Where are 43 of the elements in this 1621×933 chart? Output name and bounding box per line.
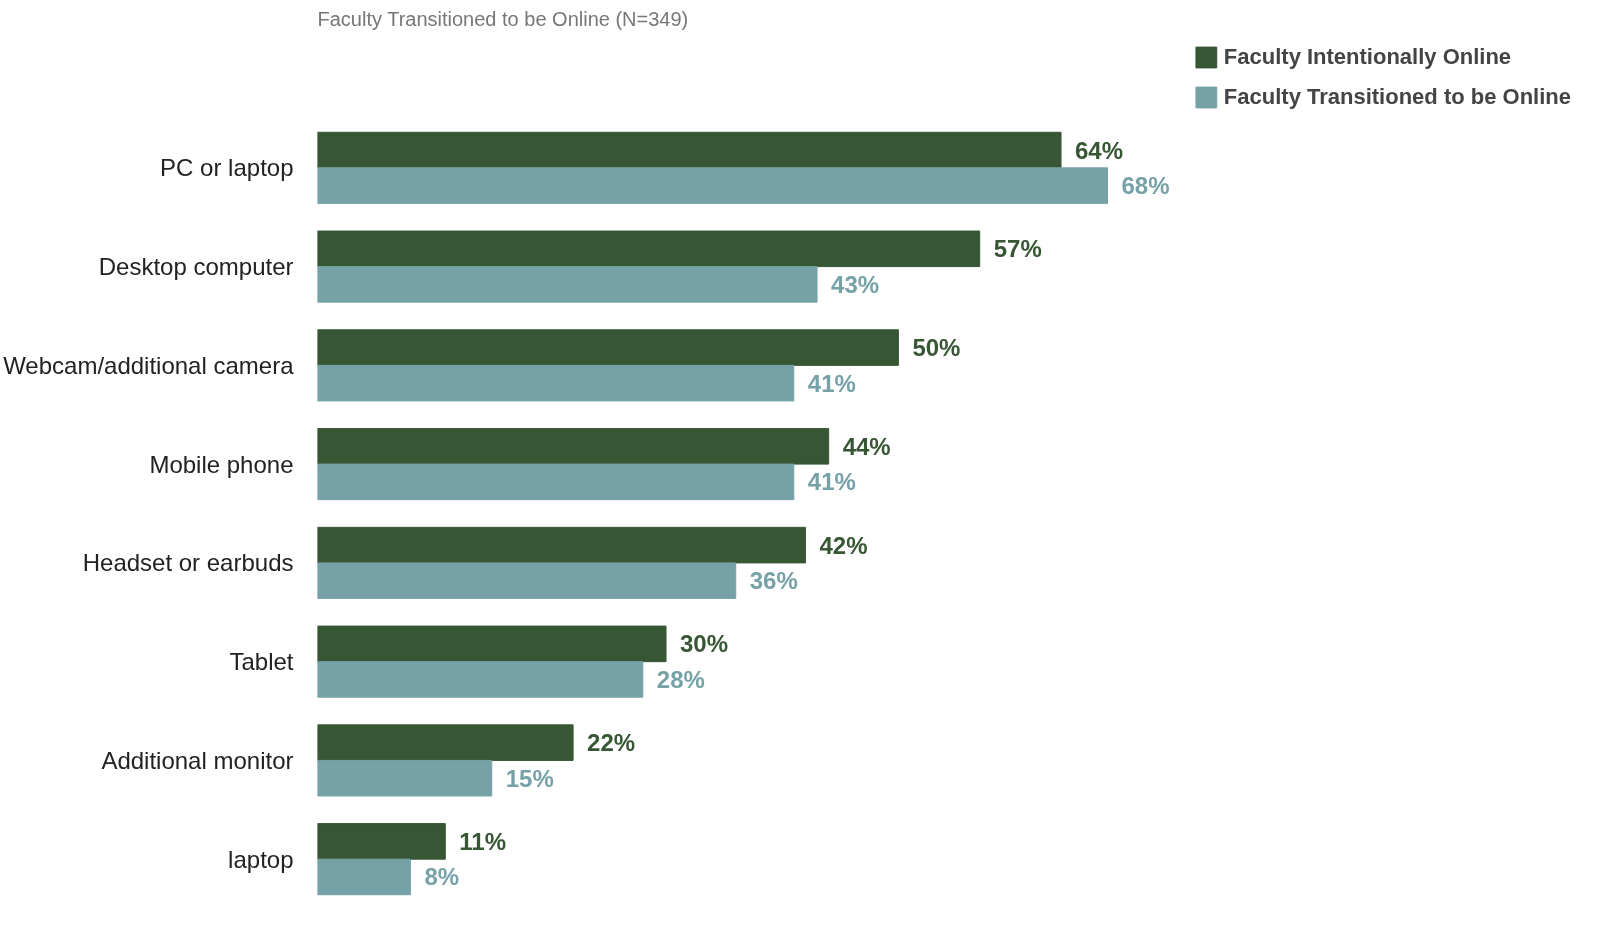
bar	[317, 625, 667, 663]
data-label: 41%	[807, 468, 856, 496]
data-label: 42%	[819, 531, 868, 559]
legend-label: Faculty Transitioned to be Online	[1223, 84, 1571, 110]
y-tick-label: PC or laptop	[160, 154, 294, 182]
data-label: 36%	[749, 567, 798, 595]
bar	[317, 428, 830, 465]
chart-subtitle: Faculty Transitioned to be Online (N=349)	[317, 7, 689, 30]
bar	[317, 230, 981, 268]
legend-label: Faculty Intentionally Online	[1223, 44, 1512, 70]
data-label: 57%	[993, 235, 1042, 263]
y-tick-label: Desktop computer	[98, 253, 294, 281]
bar	[317, 463, 795, 501]
y-tick-label: Mobile phone	[149, 450, 294, 478]
bar	[317, 131, 1062, 169]
data-label: 44%	[842, 432, 891, 460]
data-label: 41%	[807, 369, 856, 397]
data-label: 15%	[505, 764, 554, 792]
bar	[317, 329, 899, 366]
data-label: 68%	[1121, 172, 1170, 200]
data-label: 22%	[587, 729, 636, 757]
data-label: 8%	[424, 863, 460, 891]
bar	[317, 266, 818, 303]
data-label: 64%	[1075, 136, 1124, 164]
data-label: 50%	[912, 334, 961, 362]
data-label: 11%	[459, 827, 507, 855]
data-label: 43%	[831, 270, 880, 298]
bar	[317, 724, 574, 761]
y-tick-label: Additional monitor	[101, 746, 294, 774]
y-tick-label: laptop	[228, 845, 294, 873]
y-tick-label: Tablet	[229, 648, 294, 676]
bar	[317, 526, 806, 564]
bar	[317, 661, 644, 698]
bar	[317, 364, 795, 402]
bar	[317, 167, 1108, 204]
data-label: 28%	[656, 665, 705, 693]
y-tick-label: Webcam/additional camera	[3, 351, 295, 379]
data-label: 30%	[680, 630, 729, 658]
bar	[317, 759, 493, 797]
bar	[317, 858, 411, 896]
y-tick-label: Headset or earbuds	[82, 549, 294, 577]
bar	[317, 823, 446, 860]
bar	[317, 562, 737, 599]
